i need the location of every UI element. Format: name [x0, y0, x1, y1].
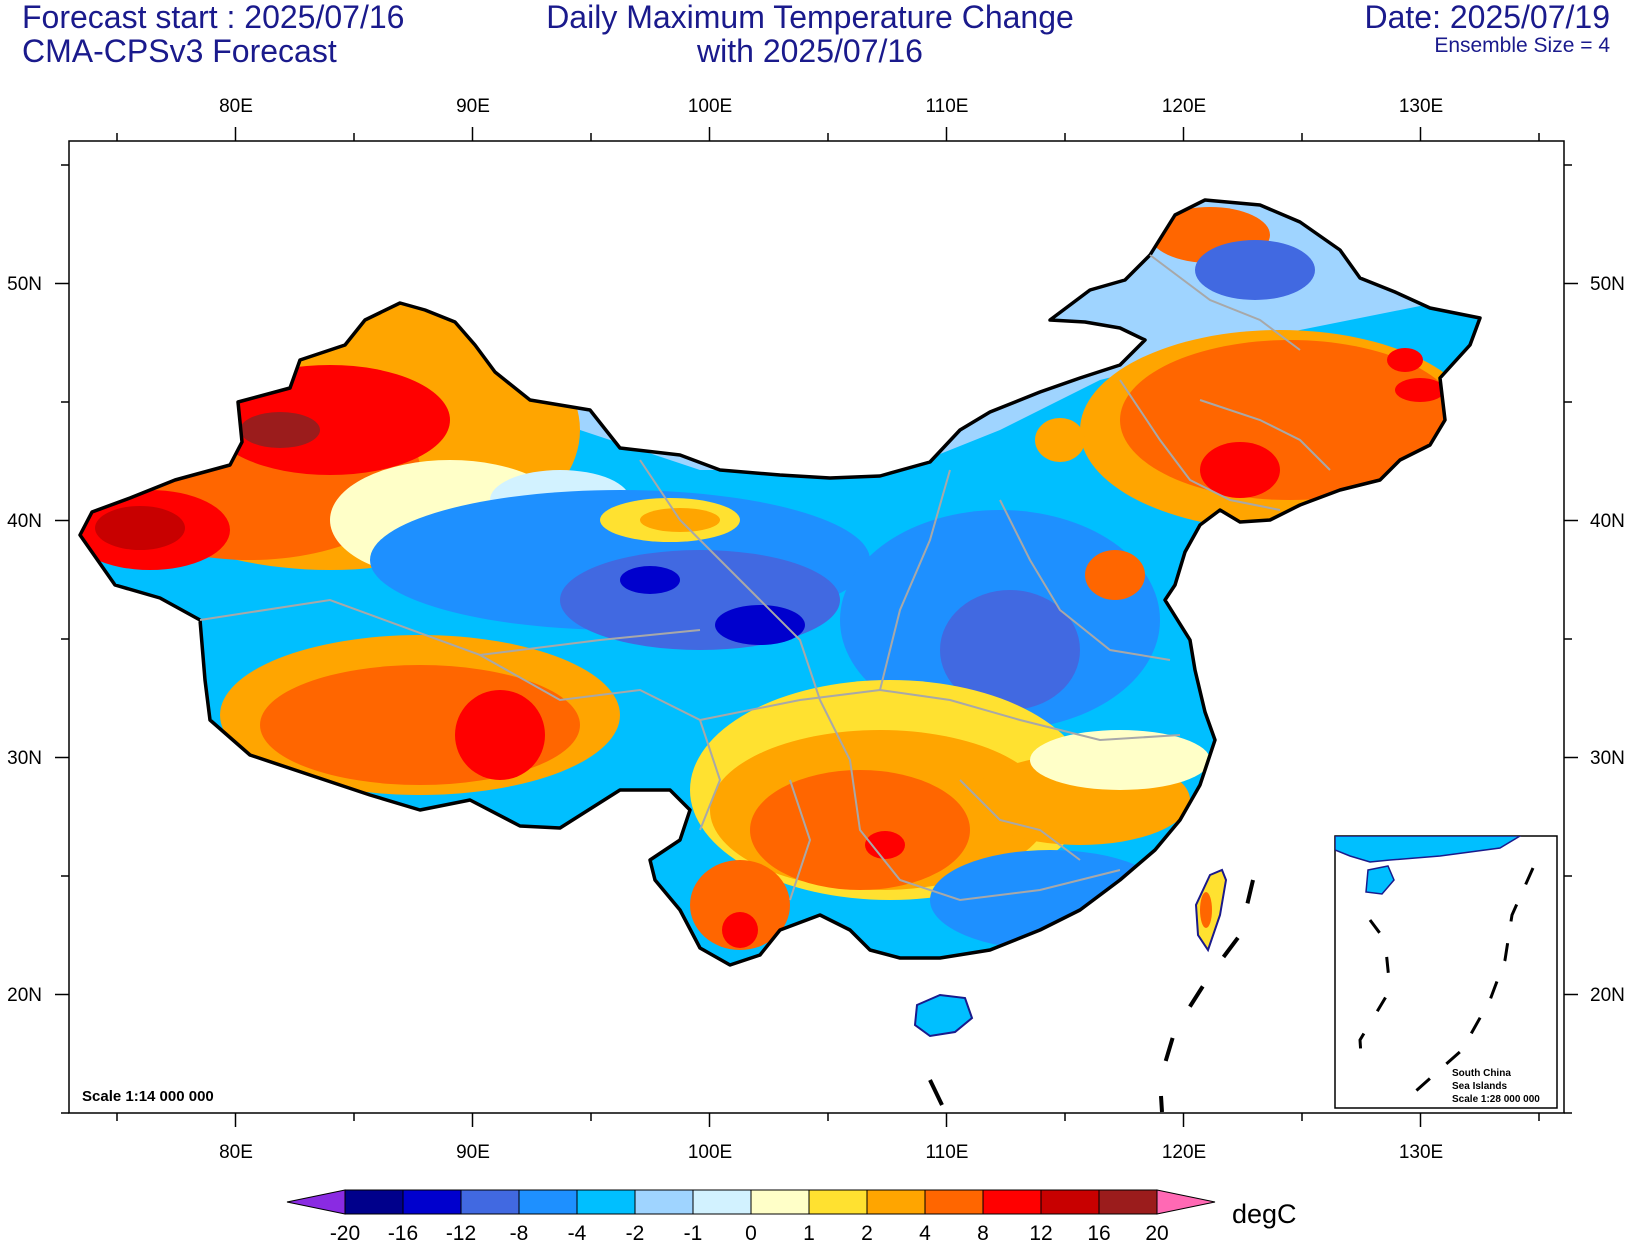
map-title-line2: with 2025/07/16 — [697, 33, 923, 69]
colorbar-tick-label: 2 — [861, 1222, 873, 1241]
colorbar-tick-label: -16 — [388, 1222, 418, 1241]
colorbar-tick-label: -2 — [626, 1222, 645, 1241]
lon-label-top: 120E — [1162, 96, 1206, 117]
colorbar-box — [518, 1189, 578, 1215]
colorbar-under-arrow — [286, 1189, 346, 1215]
lon-label-bottom: 130E — [1399, 1142, 1443, 1163]
hainan-island — [913, 993, 974, 1038]
lat-label-left: 50N — [7, 274, 42, 295]
colorbar-box — [634, 1189, 694, 1215]
lat-label-right: 30N — [1590, 748, 1625, 769]
latitude-labels-right: 50N 40N 30N 20N — [1590, 274, 1625, 1006]
lon-label-top: 100E — [688, 96, 732, 117]
colorbar-labels: -20 -16 -12 -8 -4 -2 -1 0 1 2 4 8 12 16 20 — [330, 1222, 1169, 1241]
latitude-labels-left: 50N 40N 30N 20N — [7, 274, 42, 1006]
china-border — [78, 198, 1482, 967]
colorbar-tick-label: -4 — [568, 1222, 587, 1241]
colorbar-tick-label: 8 — [977, 1222, 989, 1241]
lon-label-bottom: 90E — [456, 1142, 490, 1163]
colorbar-tick-label: 4 — [919, 1222, 931, 1241]
colorbar-box — [344, 1189, 404, 1215]
longitude-labels-top: 80E 90E 100E 110E 120E 130E — [219, 96, 1443, 117]
colorbar-box — [982, 1189, 1042, 1215]
colorbar-tick-label: -8 — [510, 1222, 529, 1241]
inset-label-line3: Scale 1:28 000 000 — [1452, 1094, 1540, 1105]
axis-ticks — [55, 127, 1578, 1127]
lon-label-bottom: 110E — [926, 1142, 969, 1163]
lon-label-bottom: 120E — [1162, 1142, 1206, 1163]
colorbar-box — [750, 1189, 810, 1215]
colorbar-box — [924, 1189, 984, 1215]
lon-label-bottom: 80E — [219, 1142, 253, 1163]
lat-label-right: 50N — [1590, 274, 1625, 295]
colorbar-box — [576, 1189, 636, 1215]
longitude-labels-bottom: 80E 90E 100E 110E 120E 130E — [219, 1142, 1443, 1163]
colorbar-tick-label: -1 — [684, 1222, 703, 1241]
lon-label-top: 110E — [926, 96, 969, 117]
colorbar-over-arrow — [1156, 1189, 1216, 1215]
colorbar-tick-label: -20 — [330, 1222, 360, 1241]
colorbar-tick-label: -12 — [446, 1222, 476, 1241]
colorbar-box — [402, 1189, 462, 1215]
valid-date-label: Date: 2025/07/19 — [1364, 0, 1610, 35]
lon-label-top: 130E — [1399, 96, 1443, 117]
forecast-start-label: Forecast start : 2025/07/16 — [22, 0, 405, 35]
colorbar — [286, 1189, 1216, 1215]
colorbar-box — [808, 1189, 868, 1215]
lat-label-right: 40N — [1590, 511, 1625, 532]
colorbar-tick-label: 1 — [803, 1222, 815, 1241]
colorbar-box — [1040, 1189, 1100, 1215]
lon-label-top: 90E — [456, 96, 490, 117]
colorbar-box — [692, 1189, 752, 1215]
colorbar-tick-label: 16 — [1087, 1222, 1110, 1241]
colorbar-tick-label: 12 — [1029, 1222, 1052, 1241]
province-boundaries — [199, 254, 1331, 902]
lat-label-left: 40N — [7, 511, 42, 532]
colorbar-tick-label: 0 — [745, 1222, 757, 1241]
map-scale-label: Scale 1:14 000 000 — [82, 1088, 214, 1105]
colorbar-box — [866, 1189, 926, 1215]
colorbar-tick-label: 20 — [1145, 1222, 1168, 1241]
inset-label-line1: South China — [1452, 1068, 1511, 1079]
colorbar-box — [1098, 1189, 1158, 1215]
ensemble-size-label: Ensemble Size = 4 — [1434, 34, 1610, 57]
inset-label-line2: Sea Islands — [1452, 1081, 1507, 1092]
south-china-sea-inset: South China Sea Islands Scale 1:28 000 0… — [1334, 835, 1558, 1109]
map-title-line1: Daily Maximum Temperature Change — [546, 0, 1074, 35]
lon-label-top: 80E — [219, 96, 253, 117]
lat-label-right: 20N — [1590, 985, 1625, 1006]
colorbar-units: degC — [1232, 1199, 1297, 1229]
inset-label: South China Sea Islands Scale 1:28 000 0… — [1452, 1068, 1540, 1105]
model-name-label: CMA-CPSv3 Forecast — [22, 33, 337, 69]
lat-label-left: 20N — [7, 985, 42, 1006]
maritime-boundary — [1157, 879, 1255, 1113]
lon-label-bottom: 100E — [688, 1142, 732, 1163]
lat-label-left: 30N — [7, 748, 42, 769]
colorbar-box — [460, 1189, 520, 1215]
